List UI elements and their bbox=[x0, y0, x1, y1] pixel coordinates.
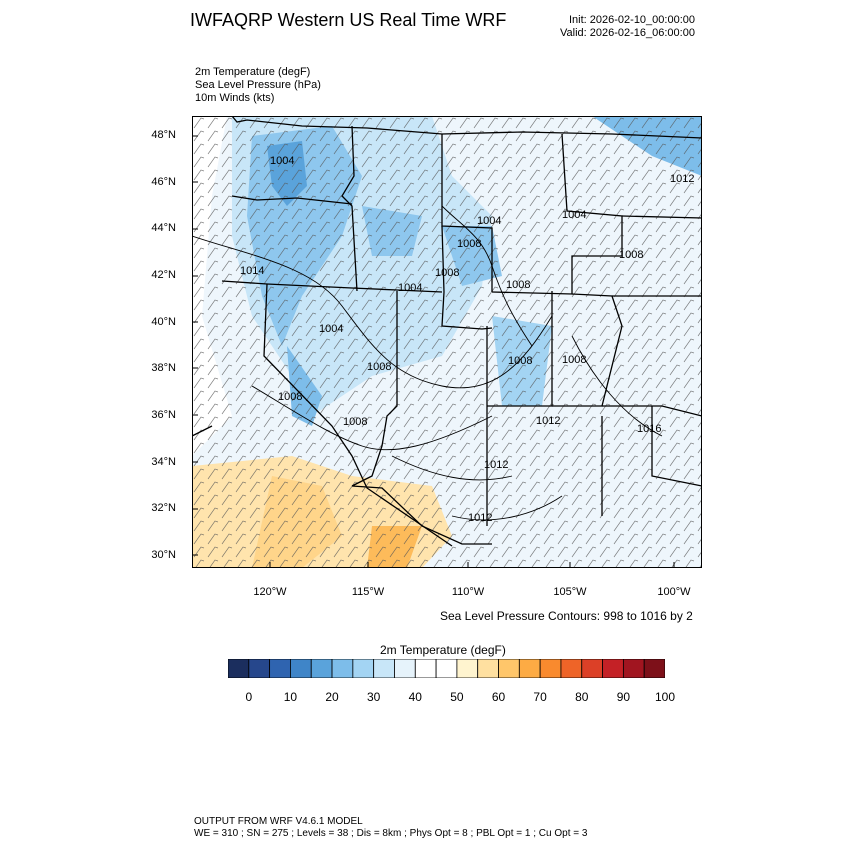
lat-label: 32°N bbox=[151, 502, 176, 514]
axis-ticks bbox=[192, 135, 675, 568]
pressure-labels: 1004 1012 1004 1004 1008 1008 1008 1014 … bbox=[240, 155, 694, 524]
colorbar-swatch bbox=[518, 659, 541, 678]
pressure-label: 1012 bbox=[670, 173, 694, 185]
colorbar bbox=[228, 659, 665, 678]
colorbar-swatch bbox=[414, 659, 437, 678]
lat-label: 38°N bbox=[151, 362, 176, 374]
pressure-label: 1008 bbox=[506, 279, 530, 291]
lat-label: 40°N bbox=[151, 316, 176, 328]
colorbar-tick-label: 60 bbox=[491, 690, 506, 704]
colorbar-tick-label: 100 bbox=[654, 690, 676, 704]
lat-label: 44°N bbox=[151, 222, 176, 234]
pressure-label: 1016 bbox=[637, 423, 661, 435]
colorbar-tick-label: 20 bbox=[325, 690, 339, 704]
colorbar-tick-label: 70 bbox=[533, 690, 547, 704]
map-frame bbox=[192, 116, 702, 568]
colorbar-title: 2m Temperature (degF) bbox=[380, 643, 506, 657]
pressure-label: 1008 bbox=[562, 354, 586, 366]
pressure-label: 1012 bbox=[468, 512, 492, 524]
colorbar-swatch bbox=[269, 659, 291, 678]
map-title: IWFAQRP Western US Real Time WRF bbox=[190, 10, 507, 30]
colorbar-swatch bbox=[373, 659, 395, 678]
map-canvas: 1004 1012 1004 1004 1008 1008 1008 1014 … bbox=[192, 116, 702, 568]
colorbar-swatch bbox=[643, 659, 665, 678]
pressure-label: 1008 bbox=[619, 249, 643, 261]
variable-pressure: Sea Level Pressure (hPa) bbox=[195, 79, 321, 91]
pressure-label: 1004 bbox=[477, 215, 501, 227]
colorbar-swatch bbox=[477, 659, 499, 678]
init-time: Init: 2026-02-10_00:00:00 bbox=[569, 14, 695, 26]
colorbar-swatch bbox=[290, 659, 312, 678]
colorbar-tick-label: 80 bbox=[575, 690, 589, 704]
lon-label: 115°W bbox=[351, 586, 385, 598]
lat-label: 34°N bbox=[151, 456, 176, 468]
colorbar-swatch bbox=[394, 659, 416, 678]
colorbar-swatch bbox=[248, 659, 271, 678]
pressure-label: 1008 bbox=[343, 416, 367, 428]
colorbar-tick-label: 10 bbox=[283, 690, 298, 704]
footer-model: OUTPUT FROM WRF V4.6.1 MODEL bbox=[194, 816, 363, 827]
colorbar-tick-label: 40 bbox=[408, 690, 422, 704]
pressure-label: 1008 bbox=[278, 391, 302, 403]
colorbar-swatch bbox=[581, 659, 603, 678]
pressure-contours bbox=[192, 205, 663, 521]
lat-label: 46°N bbox=[151, 176, 176, 188]
wind-barbs bbox=[192, 116, 702, 568]
variable-winds: 10m Winds (kts) bbox=[195, 92, 275, 104]
contour-note: Sea Level Pressure Contours: 998 to 1016… bbox=[440, 609, 693, 623]
colorbar-swatch bbox=[602, 659, 624, 678]
pressure-label: 1008 bbox=[367, 361, 391, 373]
pressure-label: 1004 bbox=[270, 155, 294, 167]
lat-label: 36°N bbox=[151, 409, 176, 421]
pressure-label: 1008 bbox=[457, 238, 481, 250]
valid-time: Valid: 2026-02-16_06:00:00 bbox=[560, 27, 695, 39]
colorbar-swatch bbox=[622, 659, 645, 678]
colorbar-swatch bbox=[352, 659, 375, 678]
pressure-label: 1008 bbox=[435, 267, 459, 279]
lon-label: 120°W bbox=[253, 586, 287, 598]
colorbar-tick-label: 90 bbox=[616, 690, 631, 704]
colorbar-tick-label: 50 bbox=[450, 690, 464, 704]
lon-label: 105°W bbox=[553, 586, 587, 598]
lat-label: 42°N bbox=[151, 269, 176, 281]
colorbar-swatch bbox=[456, 659, 479, 678]
pressure-label: 1004 bbox=[398, 282, 422, 294]
pressure-label: 1014 bbox=[240, 265, 264, 277]
map-panel: 1004 1012 1004 1004 1008 1008 1008 1014 … bbox=[192, 116, 702, 568]
pressure-label: 1008 bbox=[508, 355, 532, 367]
colorbar-swatch bbox=[539, 659, 562, 678]
colorbar-swatch bbox=[435, 659, 458, 678]
lat-label: 48°N bbox=[151, 129, 176, 141]
colorbar-tick-label: 30 bbox=[367, 690, 381, 704]
colorbar-swatch bbox=[560, 659, 583, 678]
pressure-label: 1012 bbox=[484, 459, 508, 471]
colorbar-swatch bbox=[498, 659, 520, 678]
colorbar-swatch bbox=[228, 659, 250, 678]
lat-label: 30°N bbox=[151, 549, 176, 561]
colorbar-swatch bbox=[310, 659, 333, 678]
pressure-label: 1004 bbox=[562, 209, 586, 221]
colorbar-swatch bbox=[331, 659, 354, 678]
pressure-label: 1004 bbox=[319, 323, 343, 335]
political-borders bbox=[192, 116, 702, 547]
footer-config: WE = 310 ; SN = 275 ; Levels = 38 ; Dis … bbox=[194, 828, 588, 839]
pressure-label: 1012 bbox=[536, 415, 560, 427]
lon-label: 110°W bbox=[451, 586, 485, 598]
variable-temperature: 2m Temperature (degF) bbox=[195, 66, 311, 78]
colorbar-tick-label: 0 bbox=[245, 690, 253, 704]
lon-label: 100°W bbox=[657, 586, 691, 598]
